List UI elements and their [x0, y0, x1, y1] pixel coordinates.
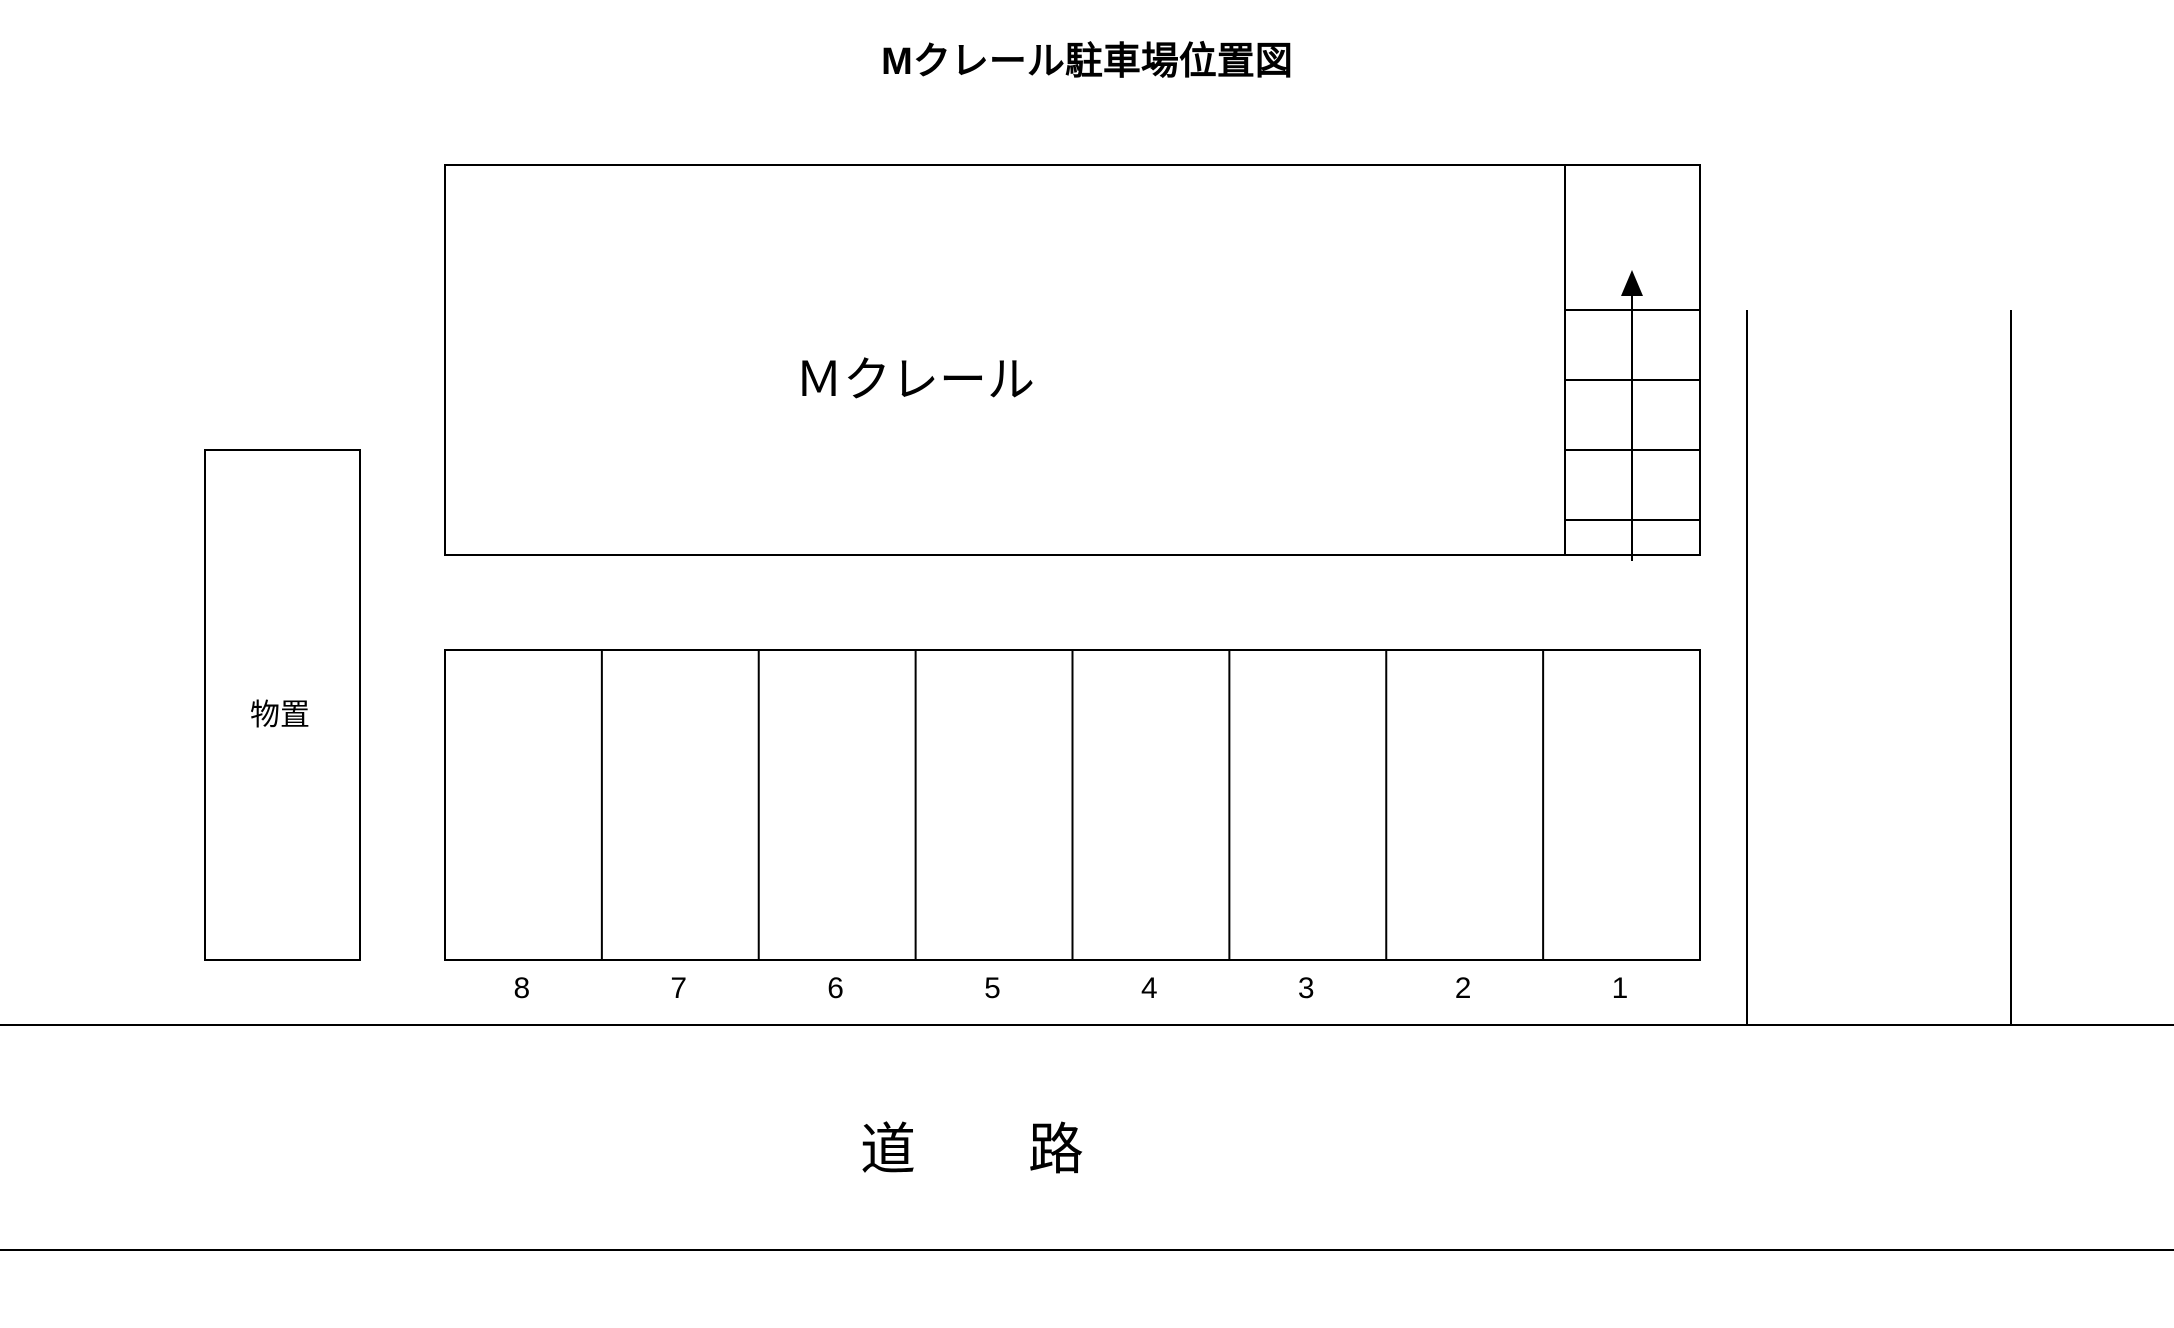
parking-slot-number: 4 — [1141, 972, 1158, 1006]
parking-slot-number: 5 — [984, 972, 1001, 1006]
parking-slot-number: 1 — [1612, 972, 1629, 1006]
building-label: Ｍクレール — [795, 340, 1035, 410]
parking-slot-number: 2 — [1455, 972, 1472, 1006]
parking-slot-number: 3 — [1298, 972, 1315, 1006]
parking-slot-number: 6 — [827, 972, 844, 1006]
storage-label: 物置 — [250, 690, 310, 734]
diagram-canvas: Mクレール駐車場位置図 Ｍクレール 物置 道 路 8 7 6 5 4 3 2 1 — [0, 0, 2174, 1328]
page-title: Mクレール駐車場位置図 — [0, 30, 2174, 85]
parking-slot-number: 8 — [513, 972, 530, 1006]
road-label: 道 路 — [860, 1105, 1112, 1186]
parking-slot-number: 7 — [670, 972, 687, 1006]
